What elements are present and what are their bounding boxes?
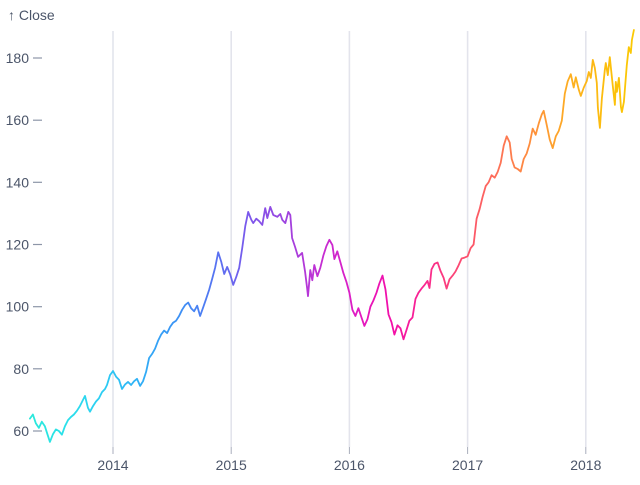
- y-tick-label: 180: [6, 50, 30, 66]
- x-tick-label: 2017: [452, 457, 483, 473]
- y-tick-label: 120: [6, 237, 30, 253]
- x-tick-label: 2014: [97, 457, 128, 473]
- y-tick-label: 80: [13, 361, 29, 377]
- y-axis-title: ↑ Close: [8, 7, 55, 23]
- x-tick-label: 2018: [570, 457, 601, 473]
- y-tick-label: 60: [13, 423, 29, 439]
- x-tick-label: 2015: [216, 457, 247, 473]
- y-tick-label: 100: [6, 299, 30, 315]
- y-tick-label: 140: [6, 174, 30, 190]
- x-tick-label: 2016: [334, 457, 365, 473]
- close-price-line: [29, 29, 635, 443]
- y-tick-label: 160: [6, 112, 30, 128]
